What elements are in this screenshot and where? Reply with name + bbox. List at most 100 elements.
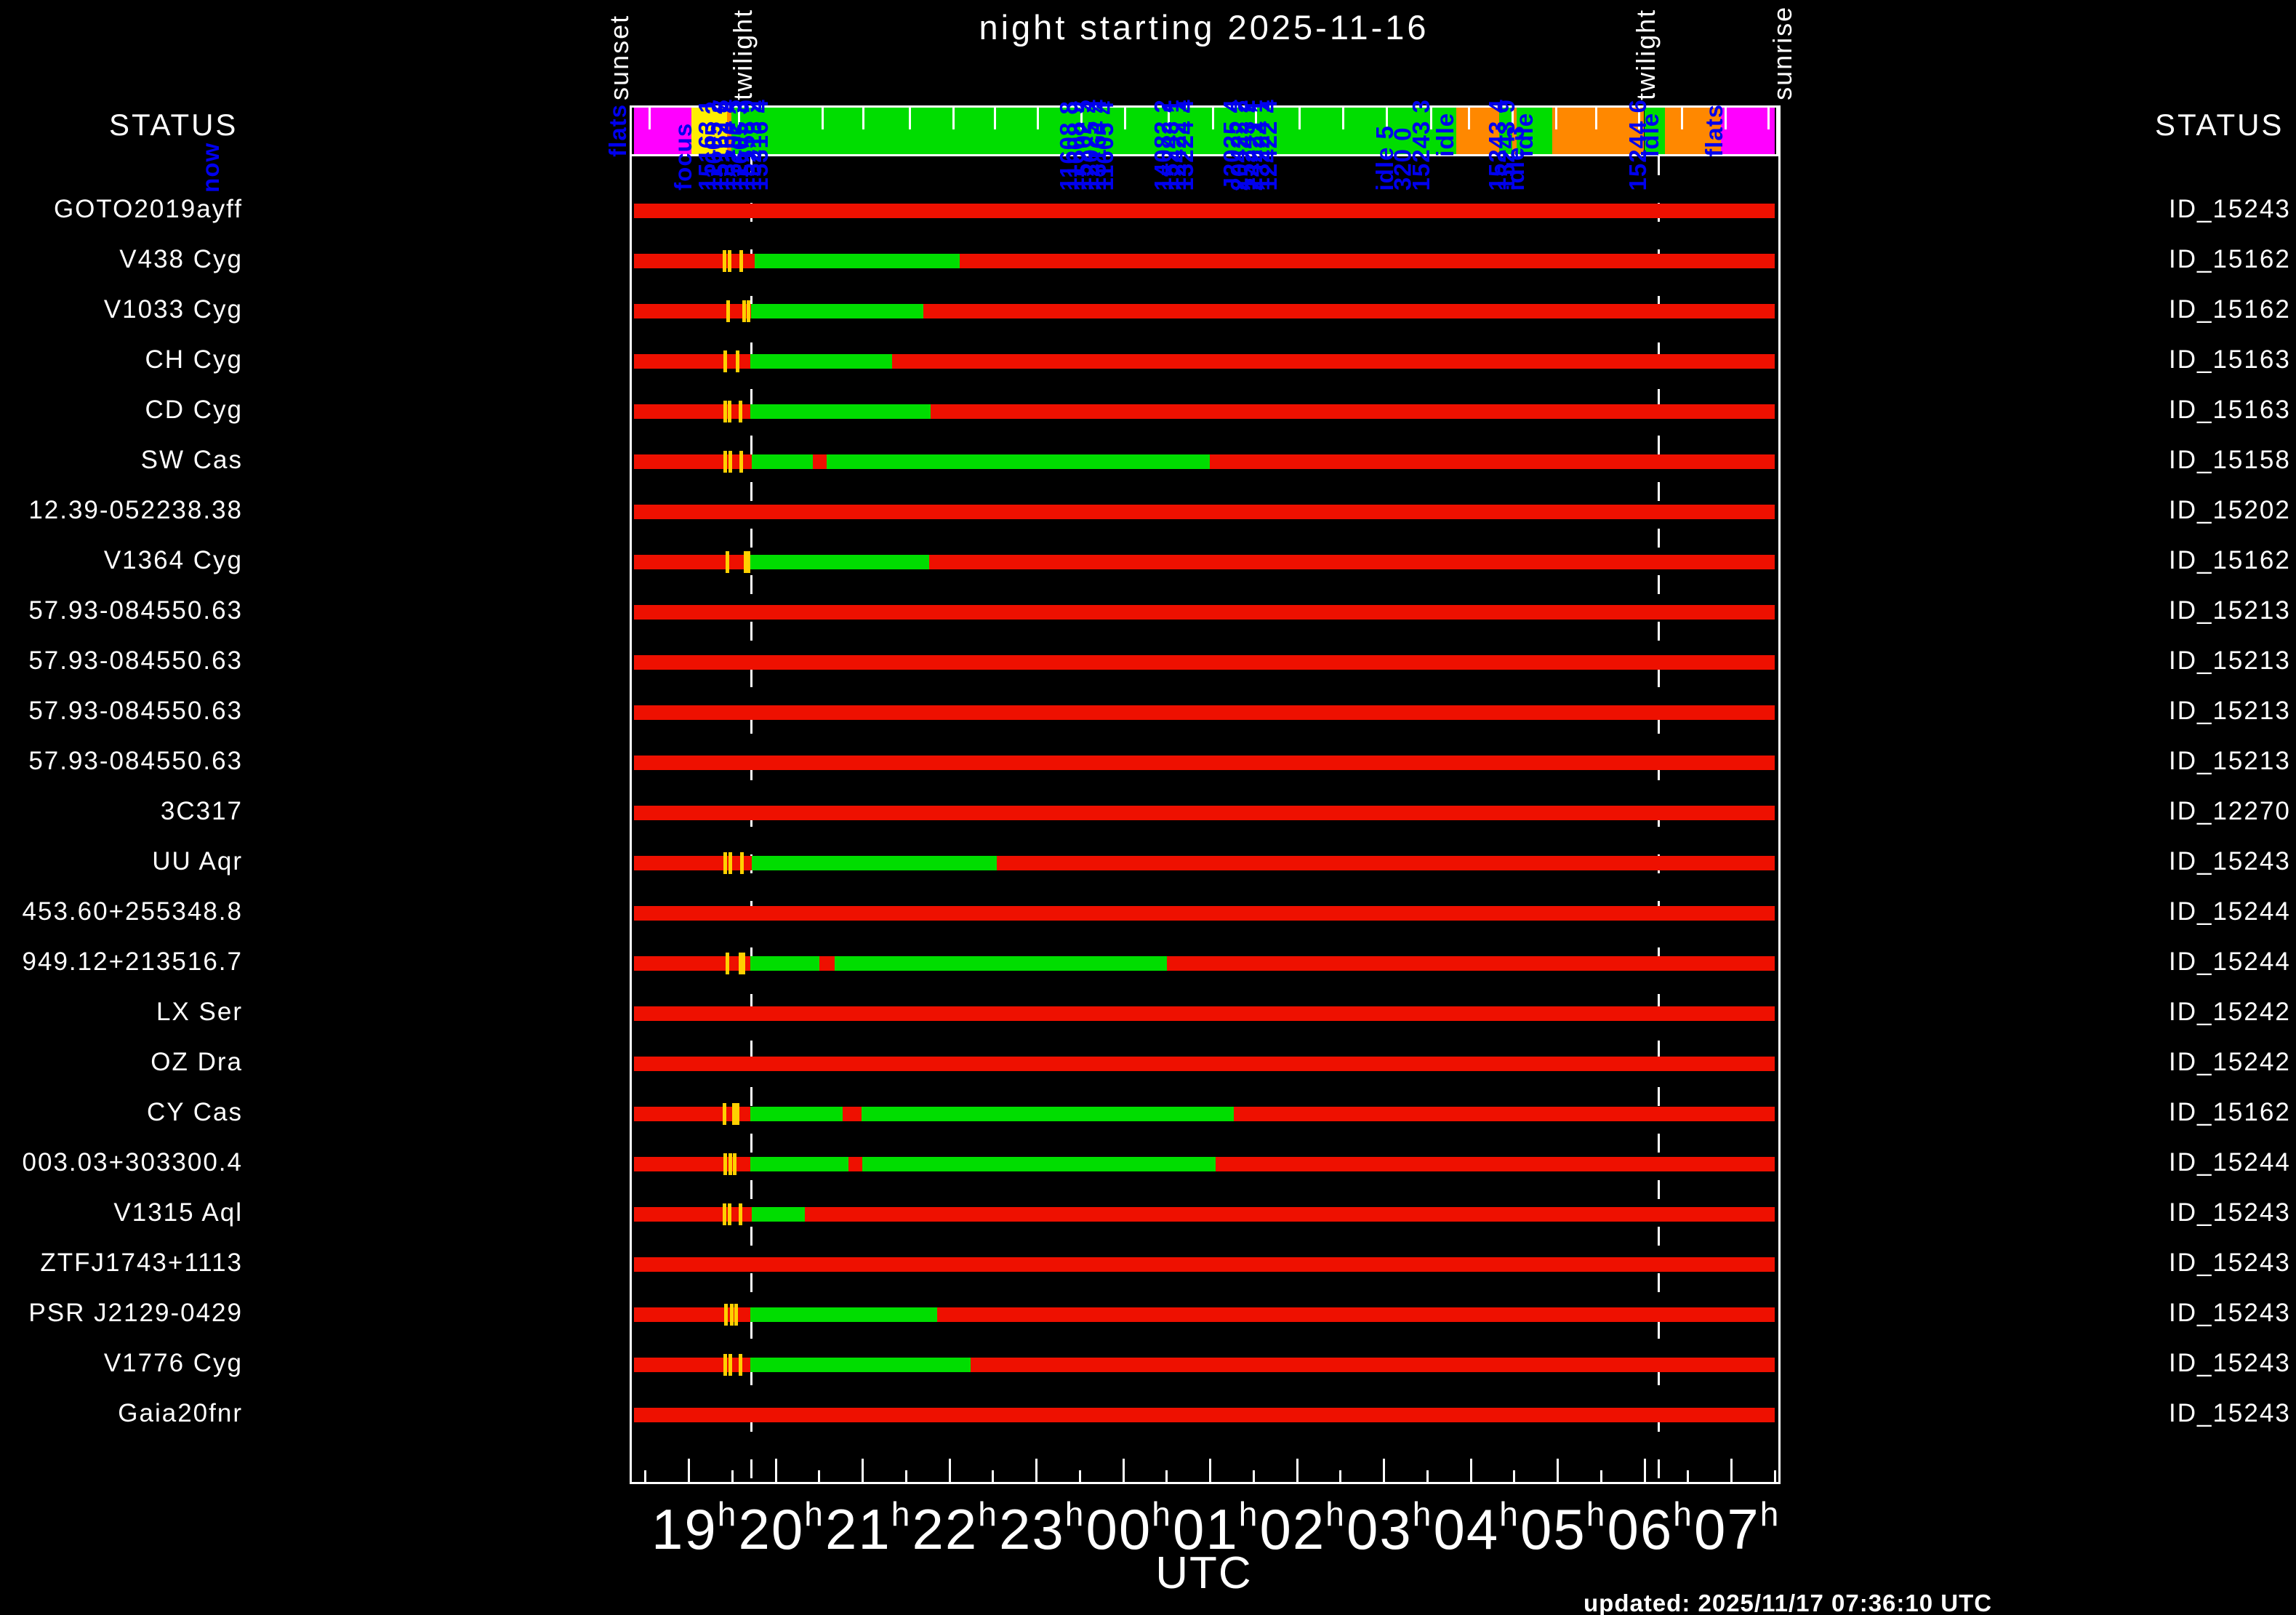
acquisition-tick [728, 250, 732, 272]
target-id: ID_15244 [2169, 1148, 2291, 1177]
acquisition-tick [735, 1103, 739, 1125]
acquisition-tick [734, 1304, 738, 1326]
acquisition-tick [747, 300, 751, 322]
timeline-bar-unobserved [633, 806, 1775, 820]
target-name: 949.12+213516.7 [22, 947, 243, 976]
target-name: V1364 Cyg [103, 546, 243, 574]
acquisition-tick [743, 551, 747, 573]
timeline-bar-observed [752, 454, 813, 469]
target-name: GOTO2019ayff [53, 195, 243, 223]
target-id: ID_15243 [2169, 847, 2291, 875]
acquisition-tick [724, 1304, 728, 1326]
state-bar-segment [1552, 108, 1645, 154]
hour-label: 00h [1085, 1495, 1172, 1561]
schedule-block-tick [822, 108, 824, 129]
hour-label: 06h [1607, 1495, 1693, 1561]
hour-label: 03h [1346, 1495, 1433, 1561]
state-bar-frame [630, 105, 1778, 156]
target-id: ID_15213 [2169, 596, 2291, 625]
target-name: V1033 Cyg [103, 295, 243, 324]
schedule-block-tick [1594, 108, 1597, 129]
hour-tick-major [1643, 1459, 1646, 1482]
acquisition-tick [732, 1103, 736, 1125]
hour-tick-minor [1339, 1470, 1342, 1482]
target-name: V1315 Aql [113, 1198, 243, 1227]
now-label: now [196, 142, 224, 193]
target-name: LX Ser [156, 998, 243, 1026]
target-name: Gaia20fnr [118, 1399, 243, 1427]
state-bar-segment [1516, 108, 1552, 154]
acquisition-tick [723, 350, 728, 372]
hour-tick-major [1122, 1459, 1125, 1482]
target-id: ID_15158 [2169, 446, 2291, 474]
acquisition-tick [738, 1354, 742, 1376]
hour-tick-major [1557, 1459, 1559, 1482]
schedule-block-tick [649, 108, 651, 129]
plot-left-border [630, 105, 632, 1482]
target-id: ID_15163 [2169, 345, 2291, 374]
hour-tick-minor [1426, 1470, 1429, 1482]
timeline-bar-unobserved [633, 505, 1775, 519]
target-name: OZ Dra [150, 1048, 243, 1076]
hour-label: 02h [1259, 1495, 1346, 1561]
timeline-bar-unobserved [633, 204, 1775, 218]
target-id: ID_15244 [2169, 947, 2291, 976]
timeline-bar-observed [752, 1207, 806, 1222]
target-id: ID_15162 [2169, 546, 2291, 574]
sunrise-label: sunrise [1767, 5, 1798, 100]
acquisition-tick [728, 1354, 733, 1376]
schedule-block-tick [1724, 108, 1727, 129]
timeline-bar-unobserved [633, 1057, 1775, 1071]
acquisition-tick [728, 401, 732, 422]
state-bar-segment [731, 108, 1457, 154]
hour-label: 05h [1520, 1495, 1607, 1561]
target-name: 57.93-084550.63 [28, 697, 243, 725]
acquisition-tick [739, 250, 743, 272]
acquisition-tick [723, 1153, 728, 1175]
timeline-bar-observed [834, 956, 1168, 971]
target-name: 12.39-052238.38 [28, 496, 243, 524]
target-id: ID_15243 [2169, 1198, 2291, 1227]
schedule-id-label: 13224 4 [1171, 98, 1198, 191]
target-name: 3C317 [160, 797, 243, 825]
acquisition-tick [723, 852, 728, 874]
schedule-block-tick [1554, 108, 1557, 129]
schedule-id-label: idle [1431, 112, 1458, 157]
timeline-bar-observed [750, 1358, 971, 1372]
hour-tick-major [1035, 1459, 1037, 1482]
schedule-block-tick [1211, 108, 1214, 129]
acquisition-tick [742, 953, 746, 974]
acquisition-tick [723, 1354, 728, 1376]
schedule-id-label: idle [1636, 112, 1663, 157]
target-id: ID_15243 [2169, 1249, 2291, 1277]
schedule-id-label: 11605 4 [1091, 100, 1118, 191]
acquisition-tick [738, 953, 742, 974]
target-id: ID_12270 [2169, 797, 2291, 825]
acquisition-tick [735, 350, 739, 372]
schedule-block-tick [1341, 108, 1344, 129]
target-name: 57.93-084550.63 [28, 596, 243, 625]
target-name: ZTFJ1743+1113 [40, 1249, 243, 1277]
state-bar-segment [726, 108, 731, 154]
hour-label: 23h [999, 1495, 1085, 1561]
acquisition-tick [738, 1203, 742, 1225]
schedule-block-tick [1298, 108, 1301, 129]
status-header-right: STATUS [2155, 108, 2284, 142]
acquisition-tick [722, 250, 726, 272]
timeline-bar-observed [750, 1307, 937, 1322]
schedule-id-label: flats [603, 103, 631, 157]
hour-tick-minor [1773, 1470, 1776, 1482]
target-id: ID_15162 [2169, 1098, 2291, 1126]
state-bar-segment [1665, 108, 1721, 154]
hour-tick-minor [1078, 1470, 1081, 1482]
schedule-block-tick [1385, 108, 1388, 129]
target-id: ID_15202 [2169, 496, 2291, 524]
target-id: ID_15242 [2169, 1048, 2291, 1076]
acquisition-tick [728, 451, 733, 473]
target-name: CH Cyg [145, 345, 243, 374]
hour-tick-major [862, 1459, 864, 1482]
state-bar-segment [691, 108, 727, 154]
updated-timestamp: updated: 2025/11/17 07:36:10 UTC [1583, 1590, 1993, 1615]
target-id: ID_15244 [2169, 897, 2291, 926]
timeline-bar-observed [752, 856, 998, 870]
